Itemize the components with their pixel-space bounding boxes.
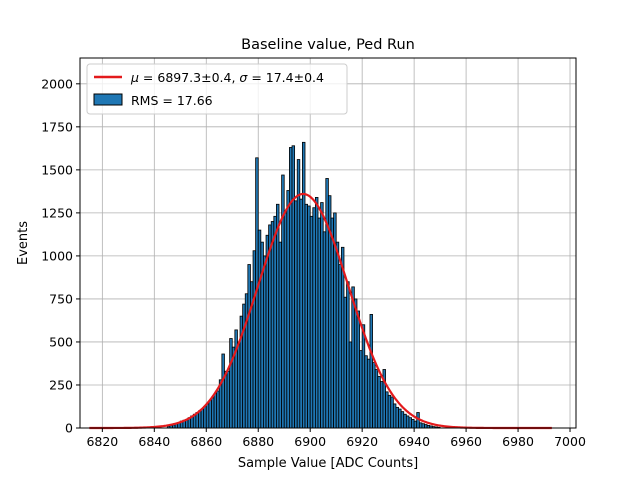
- y-tick-label: 250: [49, 377, 73, 392]
- x-axis: 6820 6840 6860 6880 6900 6920 6940 6960 6980 7000: [86, 428, 586, 449]
- y-tick-label: 750: [49, 291, 73, 306]
- y-tick-label: 1750: [41, 119, 73, 134]
- x-tick-label: 6880: [242, 434, 274, 449]
- x-tick-label: 6840: [138, 434, 170, 449]
- legend-box: [86, 63, 348, 115]
- chart-title: Baseline value, Ped Run: [241, 37, 415, 53]
- legend-fit-label: μ = 6897.3±0.4, σ = 17.4±0.4: [130, 70, 324, 85]
- y-tick-label: 1500: [41, 162, 73, 177]
- plot-frame: [79, 57, 577, 429]
- x-tick-label: 6980: [502, 434, 534, 449]
- y-axis: 0 250 500 750 1000 1250 1500 1750 2000: [41, 76, 80, 436]
- x-tick-label: 6900: [294, 434, 326, 449]
- x-tick-label: 6920: [346, 434, 378, 449]
- legend: μ = 6897.3±0.4, σ = 17.4±0.4 RMS = 17.66: [86, 63, 348, 115]
- y-tick-label: 1000: [41, 248, 73, 263]
- y-tick-label: 0: [65, 421, 73, 436]
- legend-hist-swatch: [93, 93, 123, 106]
- x-tick-label: 6860: [190, 434, 222, 449]
- y-tick-label: 1250: [41, 205, 73, 220]
- x-tick-label: 6820: [86, 434, 118, 449]
- y-tick-label: 500: [49, 334, 73, 349]
- x-tick-label: 7000: [554, 434, 586, 449]
- y-tick-label: 2000: [41, 76, 73, 91]
- y-axis-label: Events: [16, 221, 31, 265]
- x-tick-label: 6940: [398, 434, 430, 449]
- x-axis-label: Sample Value [ADC Counts]: [238, 456, 418, 471]
- x-tick-label: 6960: [450, 434, 482, 449]
- legend-hist-label: RMS = 17.66: [131, 93, 213, 108]
